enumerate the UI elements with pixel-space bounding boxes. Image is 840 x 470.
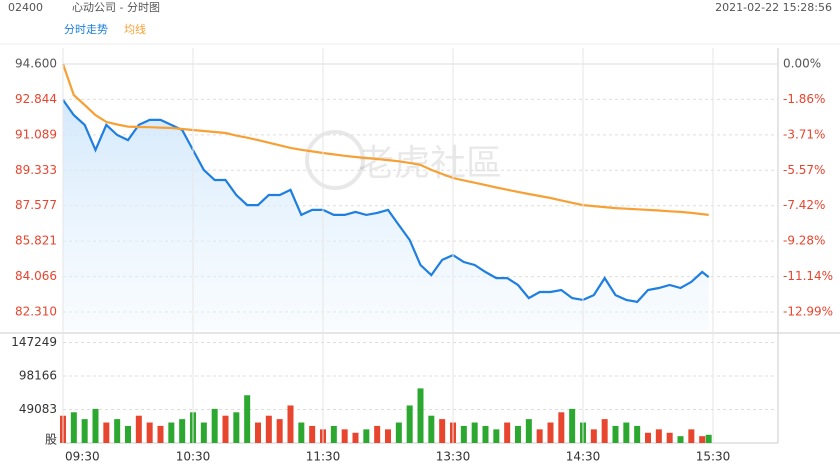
volume-bar [417, 388, 424, 443]
volume-bar [439, 419, 446, 443]
volume-bar [352, 432, 359, 443]
stock-name: 心动公司 - 分时图 [72, 1, 160, 14]
volume-bar [222, 415, 229, 443]
volume-bar [536, 429, 543, 443]
volume-bar [493, 429, 500, 443]
volume-bar [504, 422, 511, 443]
volume-bar [525, 419, 532, 443]
y2-tick-label: -1.86% [783, 92, 825, 106]
y-tick-label: 84.066 [15, 269, 57, 283]
volume-bar [460, 425, 467, 443]
volume-bar [255, 422, 261, 443]
volume-bar [114, 419, 121, 443]
datetime: 2021-02-22 15:28:56 [715, 1, 832, 14]
volume-bar [645, 432, 651, 443]
volume-bar [168, 422, 175, 443]
price-line [62, 99, 710, 304]
volume-bar [363, 429, 370, 443]
x-tick-label: 10:30 [176, 450, 211, 464]
y-tick-label: 85.821 [15, 234, 57, 248]
y-tick-label: 股 [45, 433, 57, 447]
volume-bar [482, 425, 489, 443]
volume-bar [103, 422, 110, 443]
volume-bar [287, 405, 294, 443]
volume-bar [655, 429, 662, 443]
volume-bar [135, 415, 142, 443]
volume-bar [677, 436, 684, 443]
y2-tick-label: -3.71% [783, 127, 825, 141]
y2-tick-label: -12.99% [783, 304, 833, 318]
volume-bar [612, 425, 619, 443]
volume-bar [146, 422, 153, 443]
volume-bar [341, 429, 348, 443]
legend-avg: 均线 [124, 22, 146, 36]
watermark-logo [305, 130, 365, 190]
volume-bar [406, 405, 413, 443]
volume-bar [634, 425, 641, 443]
volume-bar [428, 415, 435, 443]
y2-tick-label: -5.57% [783, 163, 825, 177]
volume-bar [705, 434, 712, 443]
watermark: 老虎社區 [358, 143, 502, 184]
volume-bar [244, 395, 251, 443]
y-tick-label: 92.844 [15, 92, 57, 106]
stock-code: 02400 [8, 1, 43, 14]
volume-bar [688, 429, 695, 443]
volume-bar [157, 425, 164, 443]
volume-bar [276, 419, 283, 443]
volume-bar [330, 425, 337, 443]
volume-bar [590, 429, 597, 443]
volume-bar [547, 422, 554, 443]
volume-bar [81, 419, 88, 443]
volume-bar [125, 425, 131, 443]
y-tick-label: 49083 [19, 402, 57, 416]
volume-bar [558, 412, 565, 443]
volume-bar [601, 419, 608, 443]
price-area [63, 99, 709, 331]
avg-line [61, 63, 709, 216]
volume-bar [298, 422, 305, 443]
volume-bar [395, 422, 402, 443]
x-tick-label: 13:30 [436, 450, 471, 464]
x-tick-label: 14:30 [566, 450, 601, 464]
volume-bar [70, 412, 77, 443]
volume-bar [569, 408, 576, 443]
volume-bar [666, 432, 673, 443]
x-tick-label: 11:30 [306, 450, 341, 464]
y-tick-label: 147249 [11, 335, 57, 349]
x-tick-label: 09:30 [65, 450, 100, 464]
y-tick-label: 82.310 [15, 305, 57, 319]
volume-bar [374, 425, 381, 443]
y-tick-label: 94.600 [15, 57, 57, 71]
volume-bar [515, 425, 521, 443]
volume-bar [471, 422, 478, 443]
volume-bar [200, 422, 207, 443]
volume-bar [233, 412, 240, 443]
legend-price: 分时走势 [64, 23, 108, 36]
y-tick-label: 91.089 [15, 127, 57, 141]
volume-bar [179, 419, 186, 443]
x-tick-label: 15:30 [696, 450, 731, 464]
y2-tick-label: -9.28% [783, 234, 825, 248]
volume-bar [92, 408, 99, 443]
volume-bar [211, 408, 218, 443]
y-tick-label: 98166 [19, 369, 57, 383]
volume-bar [385, 429, 391, 443]
y-tick-label: 87.577 [15, 198, 57, 212]
y-tick-label: 89.333 [15, 163, 57, 177]
y2-tick-label: -7.42% [783, 198, 825, 212]
y2-tick-label: 0.00% [783, 56, 821, 70]
volume-bar [265, 415, 272, 443]
volume-bar [699, 436, 706, 443]
y2-tick-label: -11.14% [783, 269, 833, 283]
volume-bar [309, 425, 316, 443]
volume-bar [623, 422, 630, 443]
